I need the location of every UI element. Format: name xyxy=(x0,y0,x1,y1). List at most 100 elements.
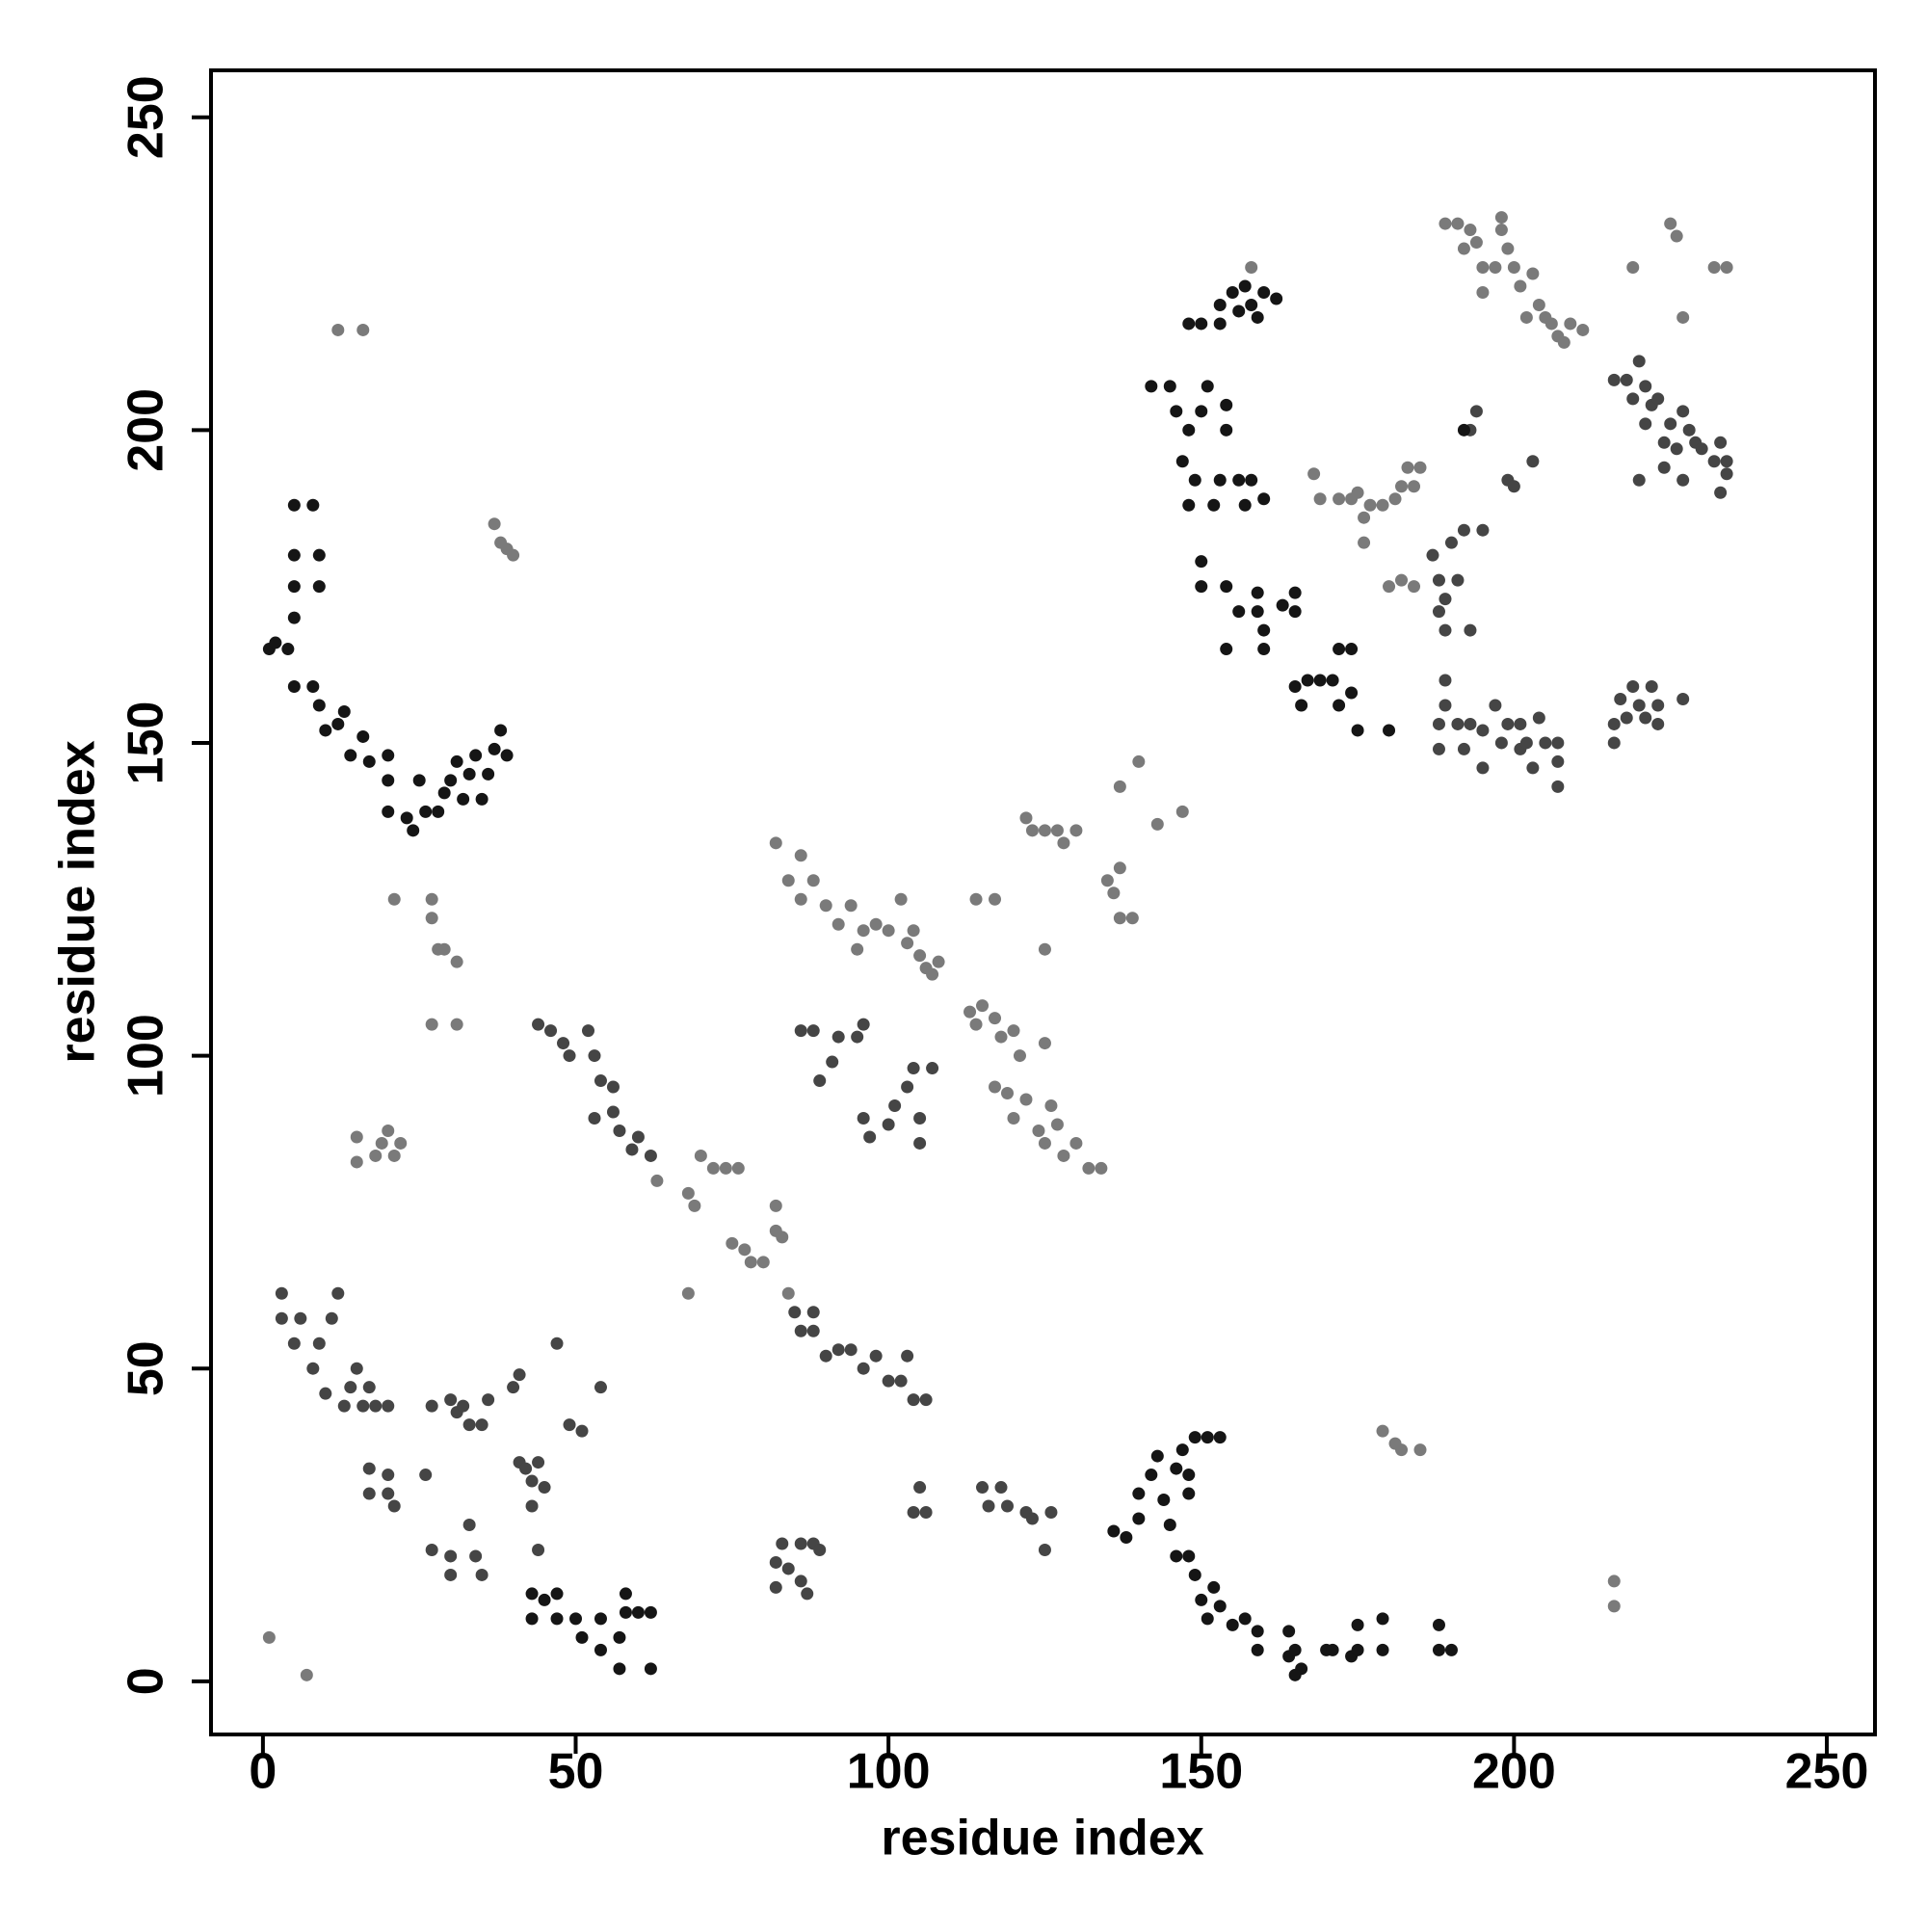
point xyxy=(594,1643,607,1656)
point xyxy=(1132,1487,1146,1500)
point xyxy=(1632,473,1646,487)
point xyxy=(719,1161,732,1175)
point xyxy=(1626,261,1640,275)
point xyxy=(1038,942,1051,956)
point xyxy=(1013,1049,1026,1063)
point xyxy=(1439,217,1452,230)
point xyxy=(894,892,908,906)
point xyxy=(1095,1161,1108,1175)
point xyxy=(1451,217,1465,230)
point xyxy=(362,754,376,768)
point xyxy=(1457,523,1470,537)
point xyxy=(419,805,433,818)
point xyxy=(1707,261,1721,275)
point xyxy=(857,1018,870,1031)
point xyxy=(557,1037,570,1050)
point xyxy=(1432,605,1445,619)
point xyxy=(688,1199,701,1212)
point xyxy=(1639,417,1652,431)
point xyxy=(1401,461,1414,474)
point xyxy=(606,1080,620,1094)
point xyxy=(462,1418,476,1432)
point xyxy=(932,955,945,968)
point xyxy=(625,1143,639,1156)
point xyxy=(300,1668,313,1681)
point xyxy=(1714,486,1728,499)
point xyxy=(806,1324,820,1337)
points xyxy=(262,211,1733,1681)
point xyxy=(281,643,295,656)
point xyxy=(1351,1643,1364,1656)
point xyxy=(1188,1431,1201,1444)
point xyxy=(1351,486,1364,499)
point xyxy=(1383,580,1396,594)
point xyxy=(907,1506,920,1520)
point xyxy=(644,1149,657,1162)
point xyxy=(976,999,990,1013)
x-tick-label: 100 xyxy=(847,1744,931,1800)
point xyxy=(1175,1443,1189,1457)
point xyxy=(919,1393,933,1407)
point xyxy=(907,1062,920,1075)
point xyxy=(756,1256,770,1269)
point xyxy=(1544,317,1558,331)
point xyxy=(1295,699,1308,712)
point xyxy=(1038,1543,1051,1556)
point xyxy=(619,1605,632,1619)
point xyxy=(1607,736,1621,750)
point xyxy=(563,1049,576,1063)
point xyxy=(306,680,320,694)
point xyxy=(726,1236,739,1250)
point xyxy=(1220,398,1233,411)
point xyxy=(769,836,782,850)
point xyxy=(1514,717,1527,730)
point xyxy=(901,1080,914,1094)
point xyxy=(425,892,438,906)
point xyxy=(1526,267,1540,280)
point xyxy=(819,1349,832,1363)
point xyxy=(1707,455,1721,468)
point xyxy=(1307,467,1321,481)
point xyxy=(989,892,1002,906)
point xyxy=(982,1499,995,1513)
point xyxy=(1007,1111,1020,1125)
point xyxy=(1288,1668,1302,1681)
point xyxy=(425,1399,438,1413)
point xyxy=(1532,711,1545,725)
point xyxy=(1451,573,1465,587)
point xyxy=(356,729,370,743)
point xyxy=(1657,436,1671,449)
point xyxy=(1038,1136,1051,1150)
point xyxy=(457,792,470,806)
point xyxy=(1038,824,1051,837)
point xyxy=(1464,224,1477,237)
point xyxy=(1182,1487,1196,1500)
point xyxy=(969,1018,983,1031)
point xyxy=(287,1337,301,1350)
point xyxy=(1439,623,1452,637)
point xyxy=(362,1487,376,1500)
point xyxy=(869,917,883,931)
point xyxy=(1032,1124,1045,1137)
point xyxy=(844,1343,858,1357)
point xyxy=(1676,473,1690,487)
point xyxy=(1288,605,1302,619)
point xyxy=(1469,236,1483,250)
point xyxy=(1057,836,1070,850)
point xyxy=(801,1587,814,1601)
point xyxy=(450,1018,463,1031)
point xyxy=(1494,736,1508,750)
point xyxy=(794,892,807,906)
point xyxy=(1145,1469,1158,1482)
point xyxy=(1170,1462,1183,1475)
y-tick-label: 250 xyxy=(119,75,174,159)
point xyxy=(1100,874,1114,887)
x-tick-label: 150 xyxy=(1159,1744,1243,1800)
point xyxy=(869,1349,883,1363)
point xyxy=(1476,724,1490,737)
y-tick-label: 200 xyxy=(119,388,174,472)
point xyxy=(407,824,420,837)
point xyxy=(994,1481,1008,1495)
point xyxy=(1313,674,1327,687)
